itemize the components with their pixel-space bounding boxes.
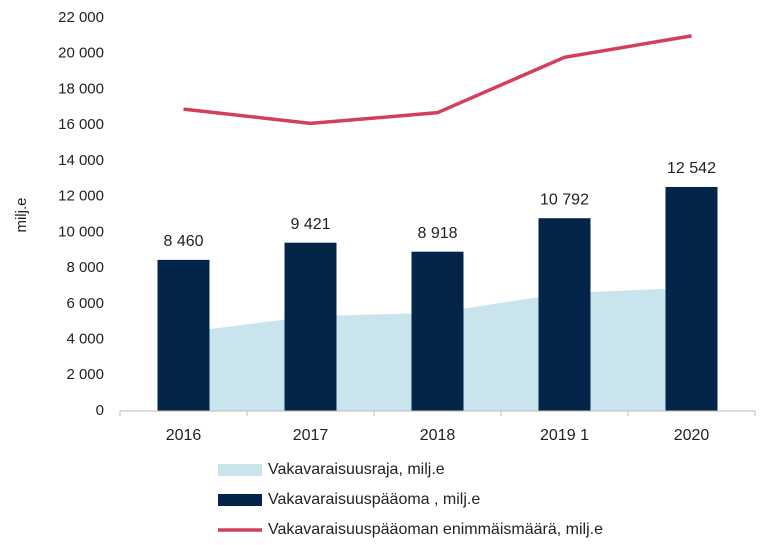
data-label: 8 460 [163, 233, 203, 250]
legend-label: Vakavaraisuusraja, milj.e [268, 461, 445, 478]
x-tick-label: 2019 1 [540, 427, 589, 444]
bar [665, 186, 718, 411]
data-label: 12 542 [667, 160, 716, 177]
bar [411, 251, 464, 411]
y-tick-label: 16 000 [58, 116, 104, 133]
x-tick-label: 2020 [674, 427, 710, 444]
y-tick-label: 14 000 [58, 152, 104, 169]
bar [538, 218, 591, 411]
y-tick-label: 20 000 [58, 45, 104, 62]
data-label: 9 421 [290, 216, 330, 233]
line [183, 34, 692, 126]
y-tick-label: 4 000 [66, 331, 104, 348]
y-axis-label: milj.e [13, 197, 30, 232]
y-tick-label: 12 000 [58, 188, 104, 205]
y-tick-label: 6 000 [66, 295, 104, 312]
bar [284, 242, 337, 411]
legend-marker [218, 464, 262, 476]
y-tick-label: 22 000 [58, 9, 104, 26]
legend-label: Vakavaraisuuspääoma , milj.e [268, 491, 480, 508]
x-tick-label: 2018 [420, 427, 456, 444]
bar [157, 259, 210, 411]
y-tick-label: 18 000 [58, 80, 104, 97]
y-tick-label: 2 000 [66, 366, 104, 383]
data-label: 10 792 [540, 191, 589, 208]
y-tick-label: 0 [96, 402, 104, 419]
y-tick-label: 10 000 [58, 223, 104, 240]
x-tick-label: 2017 [293, 427, 329, 444]
legend-marker [218, 494, 262, 506]
x-tick-label: 2016 [166, 427, 202, 444]
y-tick-label: 8 000 [66, 259, 104, 276]
data-label: 8 918 [417, 225, 457, 242]
legend-label: Vakavaraisuuspääoman enimmäismäärä, milj… [268, 521, 603, 538]
